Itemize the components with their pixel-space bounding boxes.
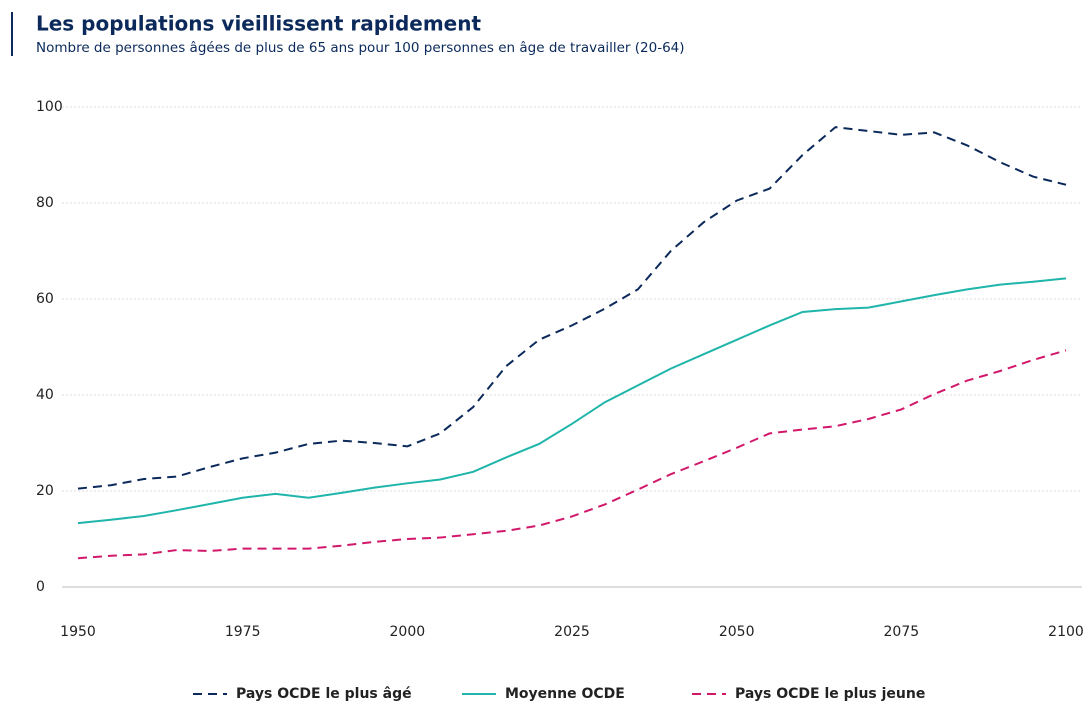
x-tick-label: 1975	[225, 624, 261, 640]
series-line	[77, 126, 1067, 490]
x-tick-label: 2100	[1048, 624, 1084, 640]
y-tick-label: 20	[36, 483, 54, 499]
legend-label: Pays OCDE le plus âgé	[236, 686, 412, 702]
chart-title: Les populations vieillissent rapidement	[36, 12, 481, 36]
x-tick-label: 2000	[390, 624, 426, 640]
y-tick-label: 100	[36, 99, 63, 115]
y-tick-label: 80	[36, 195, 54, 211]
x-tick-label: 1950	[60, 624, 96, 640]
x-tick-label: 2075	[884, 624, 920, 640]
y-tick-label: 60	[36, 291, 54, 307]
legend-label: Moyenne OCDE	[505, 686, 625, 702]
series-line	[77, 277, 1067, 525]
title-bar	[11, 12, 13, 56]
legend-label: Pays OCDE le plus jeune	[735, 686, 925, 702]
chart-subtitle: Nombre de personnes âgées de plus de 65 …	[36, 40, 685, 56]
y-tick-label: 0	[36, 579, 45, 595]
y-tick-label: 40	[36, 387, 54, 403]
x-tick-label: 2025	[554, 624, 590, 640]
x-tick-label: 2050	[719, 624, 755, 640]
series-line	[77, 349, 1067, 560]
